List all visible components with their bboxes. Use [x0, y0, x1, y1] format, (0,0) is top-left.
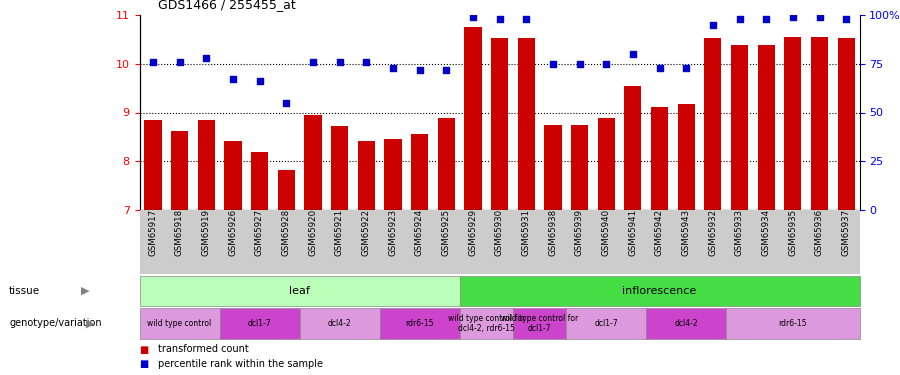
Bar — [171, 131, 188, 210]
Bar — [331, 126, 348, 210]
Point — [572, 61, 587, 67]
Text: dcl4-2: dcl4-2 — [674, 319, 698, 328]
Text: transformed count: transformed count — [158, 345, 248, 354]
Point — [519, 16, 534, 22]
Bar — [357, 141, 374, 210]
Bar — [304, 115, 321, 210]
Bar — [300, 308, 380, 339]
Point — [759, 16, 773, 22]
Bar — [144, 120, 161, 210]
Point — [786, 14, 800, 20]
Point — [545, 61, 560, 67]
Bar — [758, 45, 775, 210]
Point — [199, 55, 213, 61]
Bar — [731, 45, 748, 210]
Bar — [380, 308, 460, 339]
Point — [412, 67, 427, 73]
Point — [359, 59, 374, 65]
Text: wild type control for
dcl1-7: wild type control for dcl1-7 — [501, 314, 578, 333]
Bar — [571, 124, 589, 210]
Bar — [566, 308, 646, 339]
Bar — [646, 308, 726, 339]
Bar — [437, 118, 454, 210]
Bar — [544, 124, 562, 210]
Bar — [838, 38, 855, 210]
Point — [599, 61, 614, 67]
Bar — [140, 276, 460, 306]
Text: rdr6-15: rdr6-15 — [778, 319, 807, 328]
Bar — [491, 38, 508, 210]
Bar — [140, 308, 220, 339]
Point — [226, 76, 240, 82]
Point — [813, 14, 827, 20]
Text: rdr6-15: rdr6-15 — [405, 319, 434, 328]
Point — [385, 64, 400, 70]
Bar — [410, 134, 428, 210]
Bar — [651, 106, 668, 210]
Point — [439, 67, 454, 73]
Bar — [704, 38, 722, 210]
Bar — [220, 308, 300, 339]
Bar — [460, 276, 860, 306]
Text: inflorescence: inflorescence — [623, 286, 697, 296]
Point — [626, 51, 640, 57]
Bar — [598, 118, 615, 210]
Bar — [518, 38, 535, 210]
Point — [839, 16, 853, 22]
Text: ▶: ▶ — [81, 286, 90, 296]
Text: dcl4-2: dcl4-2 — [328, 319, 351, 328]
Bar — [678, 104, 695, 210]
Bar — [197, 120, 215, 210]
Point — [146, 59, 160, 65]
Text: genotype/variation: genotype/variation — [9, 318, 102, 328]
Text: percentile rank within the sample: percentile rank within the sample — [158, 359, 322, 369]
Point — [706, 22, 720, 28]
Text: ▶: ▶ — [86, 318, 94, 328]
Bar — [460, 308, 513, 339]
Text: ■: ■ — [140, 345, 148, 354]
Text: ■: ■ — [140, 359, 148, 369]
Point — [306, 59, 320, 65]
Point — [492, 16, 507, 22]
Point — [679, 64, 693, 70]
Point — [279, 100, 293, 106]
Bar — [726, 308, 860, 339]
Bar — [384, 140, 401, 210]
Bar — [464, 27, 482, 210]
Text: leaf: leaf — [289, 286, 310, 296]
Point — [652, 64, 667, 70]
Text: GDS1466 / 255455_at: GDS1466 / 255455_at — [158, 0, 295, 11]
Bar — [625, 86, 642, 210]
Text: dcl1-7: dcl1-7 — [248, 319, 271, 328]
Bar — [513, 308, 566, 339]
Text: wild type control: wild type control — [148, 319, 211, 328]
Text: wild type control for
dcl4-2, rdr6-15: wild type control for dcl4-2, rdr6-15 — [447, 314, 525, 333]
Point — [465, 14, 480, 20]
Bar — [277, 170, 295, 210]
Text: tissue: tissue — [9, 286, 40, 296]
Point — [172, 59, 186, 65]
Point — [733, 16, 747, 22]
Bar — [784, 37, 802, 210]
Point — [332, 59, 347, 65]
Bar — [251, 152, 268, 210]
Point — [252, 78, 266, 84]
Bar — [224, 141, 241, 210]
Text: dcl1-7: dcl1-7 — [594, 319, 618, 328]
Bar — [811, 37, 828, 210]
